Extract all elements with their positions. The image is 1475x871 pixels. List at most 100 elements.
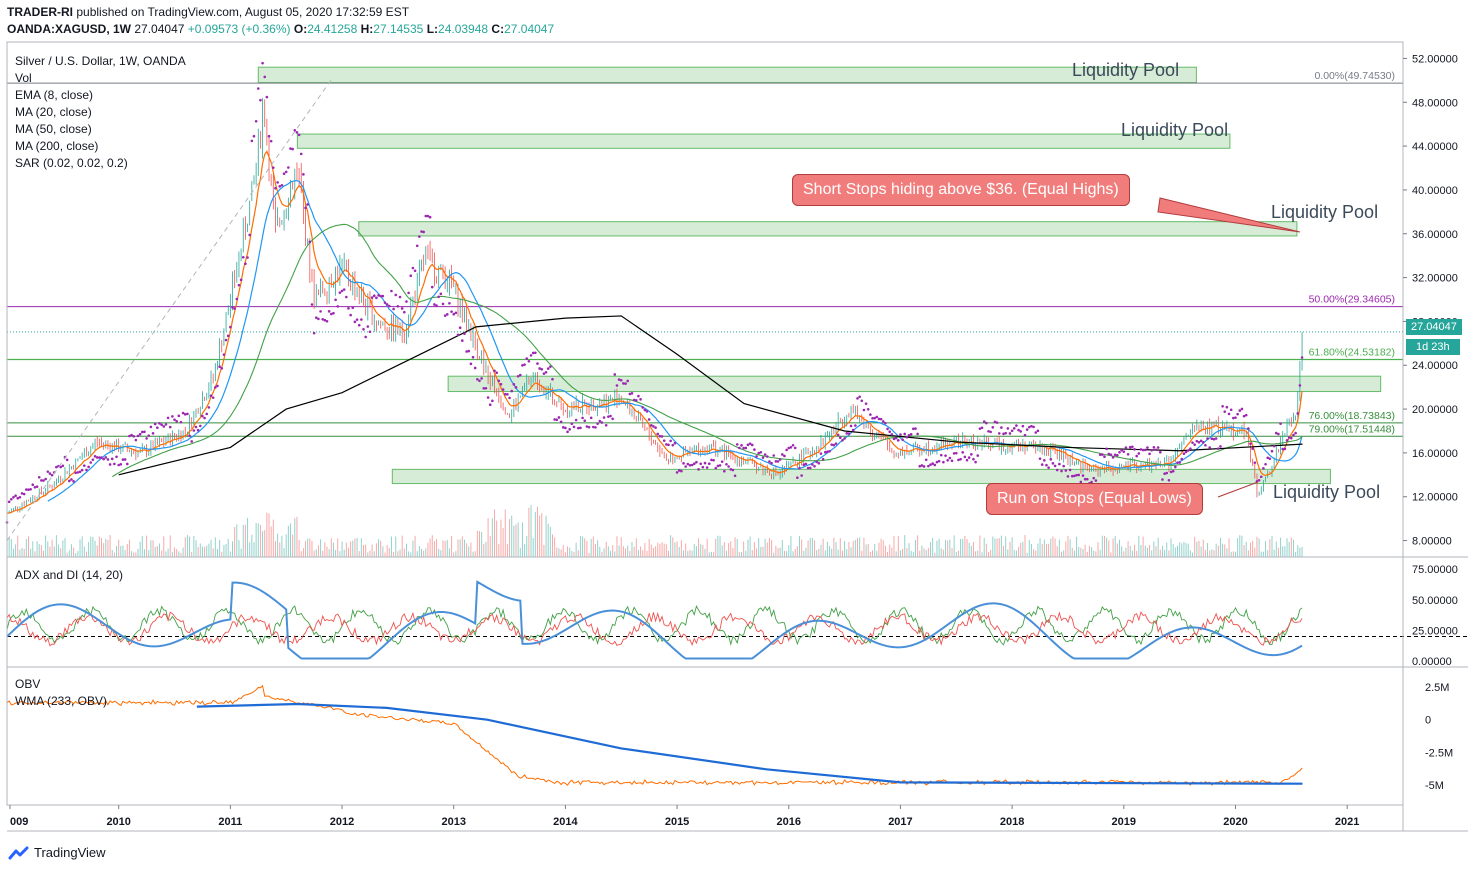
sar-dot <box>87 465 90 469</box>
sar-dot <box>765 455 769 458</box>
sar-dot <box>160 423 163 427</box>
sar-dot <box>667 443 670 447</box>
sar-dot <box>476 377 479 381</box>
sar-dot <box>684 465 687 468</box>
sar-dot <box>1006 427 1010 430</box>
sar-dot <box>1047 466 1050 469</box>
callout-equal-highs: Short Stops hiding above $36. (Equal Hig… <box>792 174 1130 206</box>
sar-dot <box>366 325 370 328</box>
tradingview-logo[interactable]: TradingView <box>8 845 106 860</box>
sar-dot <box>214 386 217 389</box>
sar-dot <box>873 416 876 420</box>
sar-dot <box>508 396 511 400</box>
ma-20-line <box>47 180 1303 502</box>
sar-dot <box>201 414 204 418</box>
sar-dot <box>716 464 720 468</box>
sar-dot <box>830 443 834 446</box>
liquidity-zones <box>257 66 1382 485</box>
sar-dot <box>226 334 230 338</box>
sar-dot <box>673 441 677 445</box>
sar-dot <box>1075 473 1078 477</box>
sar-dot <box>370 296 374 299</box>
sar-dot <box>1015 424 1018 427</box>
sar-dot <box>1049 458 1053 461</box>
sar-dot <box>482 387 486 390</box>
sar-dot <box>110 457 114 461</box>
sar-dot <box>705 466 709 469</box>
sar-dot <box>836 433 840 437</box>
sar-dot <box>733 474 737 478</box>
sar-dot <box>1028 425 1031 429</box>
sar-dot <box>860 399 864 403</box>
legend-title: Silver / U.S. Dollar, 1W, OANDA <box>15 54 186 68</box>
sar-dot <box>811 463 814 466</box>
sar-dot <box>641 406 645 409</box>
callout-arrow-lows <box>1217 481 1259 498</box>
time-tick-label: 2020 <box>1223 816 1247 828</box>
sar-dot <box>978 427 982 430</box>
sar-dot <box>774 460 778 463</box>
sar-dot <box>209 394 213 397</box>
sar-dot <box>701 465 705 469</box>
sar-dot <box>1232 416 1235 420</box>
sar-dot <box>1062 464 1065 468</box>
sar-dot <box>839 436 842 440</box>
sar-dot <box>806 466 810 470</box>
sar-dot <box>123 458 127 461</box>
sar-dot <box>256 87 260 90</box>
sar-dot <box>1184 450 1188 454</box>
sar-dot <box>1171 469 1175 473</box>
sar-dot <box>415 244 419 248</box>
sar-dot <box>478 379 481 383</box>
current-price-tag: 27.04047 <box>1406 319 1462 335</box>
adx-tick-label: 25.00000 <box>1412 625 1458 637</box>
sar-dot <box>400 307 404 310</box>
legend-ma50: MA (50, close) <box>15 122 92 136</box>
sar-dot <box>368 330 372 334</box>
sar-dot <box>317 317 320 321</box>
sar-dot <box>336 305 340 308</box>
sar-dot <box>433 303 436 306</box>
sar-dot <box>1290 436 1293 440</box>
sar-dot <box>901 438 904 441</box>
sar-dot <box>656 432 660 436</box>
sar-dot <box>351 306 355 310</box>
sar-dot <box>106 458 110 461</box>
sar-dot <box>409 274 413 278</box>
sar-dot <box>104 456 108 459</box>
sar-dot <box>471 355 475 359</box>
sar-dot <box>1191 441 1194 444</box>
sar-dot <box>1193 443 1196 446</box>
sar-dot <box>495 371 498 374</box>
sar-dot <box>858 395 861 399</box>
sar-dot <box>280 183 284 187</box>
sar-dot <box>162 425 166 428</box>
sar-dot <box>1036 429 1040 433</box>
sar-dot <box>927 464 930 468</box>
sar-dot <box>750 443 754 447</box>
sar-dot <box>1118 450 1121 454</box>
sar-dot <box>720 460 724 463</box>
author-name[interactable]: TRADER-RI <box>7 5 73 19</box>
sar-dot <box>458 326 462 330</box>
sar-dot <box>469 362 473 366</box>
sar-dot <box>463 332 466 335</box>
price-tick-label: 32.00000 <box>1412 273 1458 285</box>
sar-dot <box>675 471 679 474</box>
sar-dot <box>246 256 249 259</box>
sar-dot <box>1131 445 1134 449</box>
sar-dot <box>1251 447 1254 450</box>
sar-dot <box>1111 456 1115 459</box>
wma-obv-line <box>196 702 1303 785</box>
sar-dot <box>1077 473 1080 477</box>
sar-dot <box>235 297 239 301</box>
sar-dot <box>1236 412 1239 416</box>
sar-dot <box>542 372 546 375</box>
sar-dot <box>168 425 172 429</box>
sar-dot <box>372 294 376 298</box>
sar-dot <box>834 442 838 445</box>
sar-dot <box>194 425 198 429</box>
sar-dot <box>387 304 391 308</box>
sar-dot <box>1163 472 1166 475</box>
